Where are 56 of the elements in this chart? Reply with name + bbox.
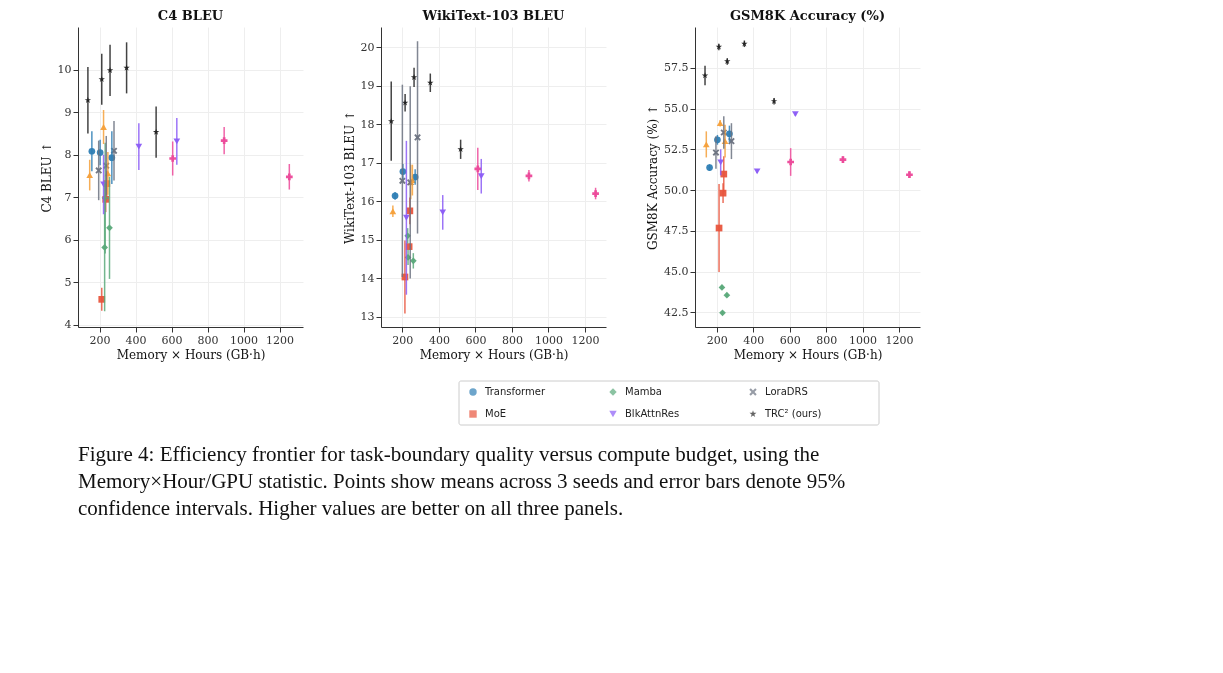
x-tick-label: 1200 (571, 333, 600, 347)
y-tick-label: 14 (360, 271, 375, 285)
x-tick-label: 600 (465, 333, 487, 347)
y-tick-label: 55.0 (664, 102, 689, 116)
x-tick-label: 600 (779, 333, 801, 347)
chart-title: C4 BLEU (157, 8, 224, 23)
legend-label: BlkAttnRes (625, 408, 680, 419)
x-axis-title: Memory × Hours (GB·h) (419, 347, 569, 362)
x-tick-label: 800 (816, 333, 838, 347)
x-tick-label: 1200 (266, 333, 295, 347)
y-tick-label: 20 (360, 40, 375, 54)
x-tick-label: 400 (743, 333, 765, 347)
y-tick-label: 18 (360, 117, 375, 131)
caption: Figure 4: Efficiency frontier for task-boundary quality versus compute budget, using the Memory×Hour/GPU statistic. Points show means across 3 seeds and error bars denote 95% confidence intervals. Higher values are better on all three panels. (78, 442, 846, 520)
legend-label: Transformer (484, 386, 546, 397)
y-tick-label: 5 (64, 275, 72, 289)
y-tick-label: 50.0 (664, 183, 689, 197)
chart-title: WikiText-103 BLEU (421, 8, 566, 23)
legend-label: LoraDRS (765, 386, 808, 397)
x-tick-label: 200 (89, 333, 111, 347)
y-axis-title: C4 BLEU ↑ (39, 142, 54, 213)
y-tick-label: 9 (64, 105, 72, 119)
x-tick-label: 1000 (534, 333, 563, 347)
x-tick-label: 1200 (885, 333, 914, 347)
x-tick-label: 800 (501, 333, 523, 347)
y-tick-label: 42.5 (664, 305, 689, 319)
x-tick-label: 600 (161, 333, 183, 347)
y-tick-label: 47.5 (664, 224, 689, 238)
y-tick-label: 45.0 (664, 265, 689, 279)
y-axis-title: WikiText-103 BLEU ↑ (342, 110, 357, 245)
y-tick-label: 6 (64, 233, 72, 247)
x-tick-label: 200 (392, 333, 414, 347)
y-tick-label: 52.5 (664, 142, 689, 156)
legend-label: MoE (485, 408, 507, 419)
x-tick-label: 1000 (230, 333, 259, 347)
x-axis-title: Memory × Hours (GB·h) (733, 347, 883, 362)
chart-title: GSM8K Accuracy (%) (729, 8, 886, 23)
y-tick-label: 19 (360, 79, 375, 93)
legend-label: Mamba (625, 386, 662, 397)
y-tick-label: 4 (64, 318, 72, 332)
x-tick-label: 400 (125, 333, 147, 347)
x-tick-label: 1000 (849, 333, 878, 347)
y-tick-label: 15 (360, 233, 375, 247)
y-tick-label: 8 (64, 148, 72, 162)
y-tick-label: 57.5 (664, 61, 689, 75)
legend-label: TRC² (ours) (764, 408, 822, 419)
x-tick-label: 400 (428, 333, 450, 347)
x-axis-title: Memory × Hours (GB·h) (116, 347, 266, 362)
y-tick-label: 10 (57, 63, 72, 77)
x-tick-label: 800 (197, 333, 219, 347)
y-tick-label: 7 (64, 190, 72, 204)
x-tick-label: 200 (706, 333, 728, 347)
y-tick-label: 16 (360, 194, 375, 208)
y-tick-label: 17 (360, 156, 375, 170)
y-axis-title: GSM8K Accuracy (%) ↑ (646, 104, 661, 251)
y-tick-label: 13 (360, 310, 375, 324)
